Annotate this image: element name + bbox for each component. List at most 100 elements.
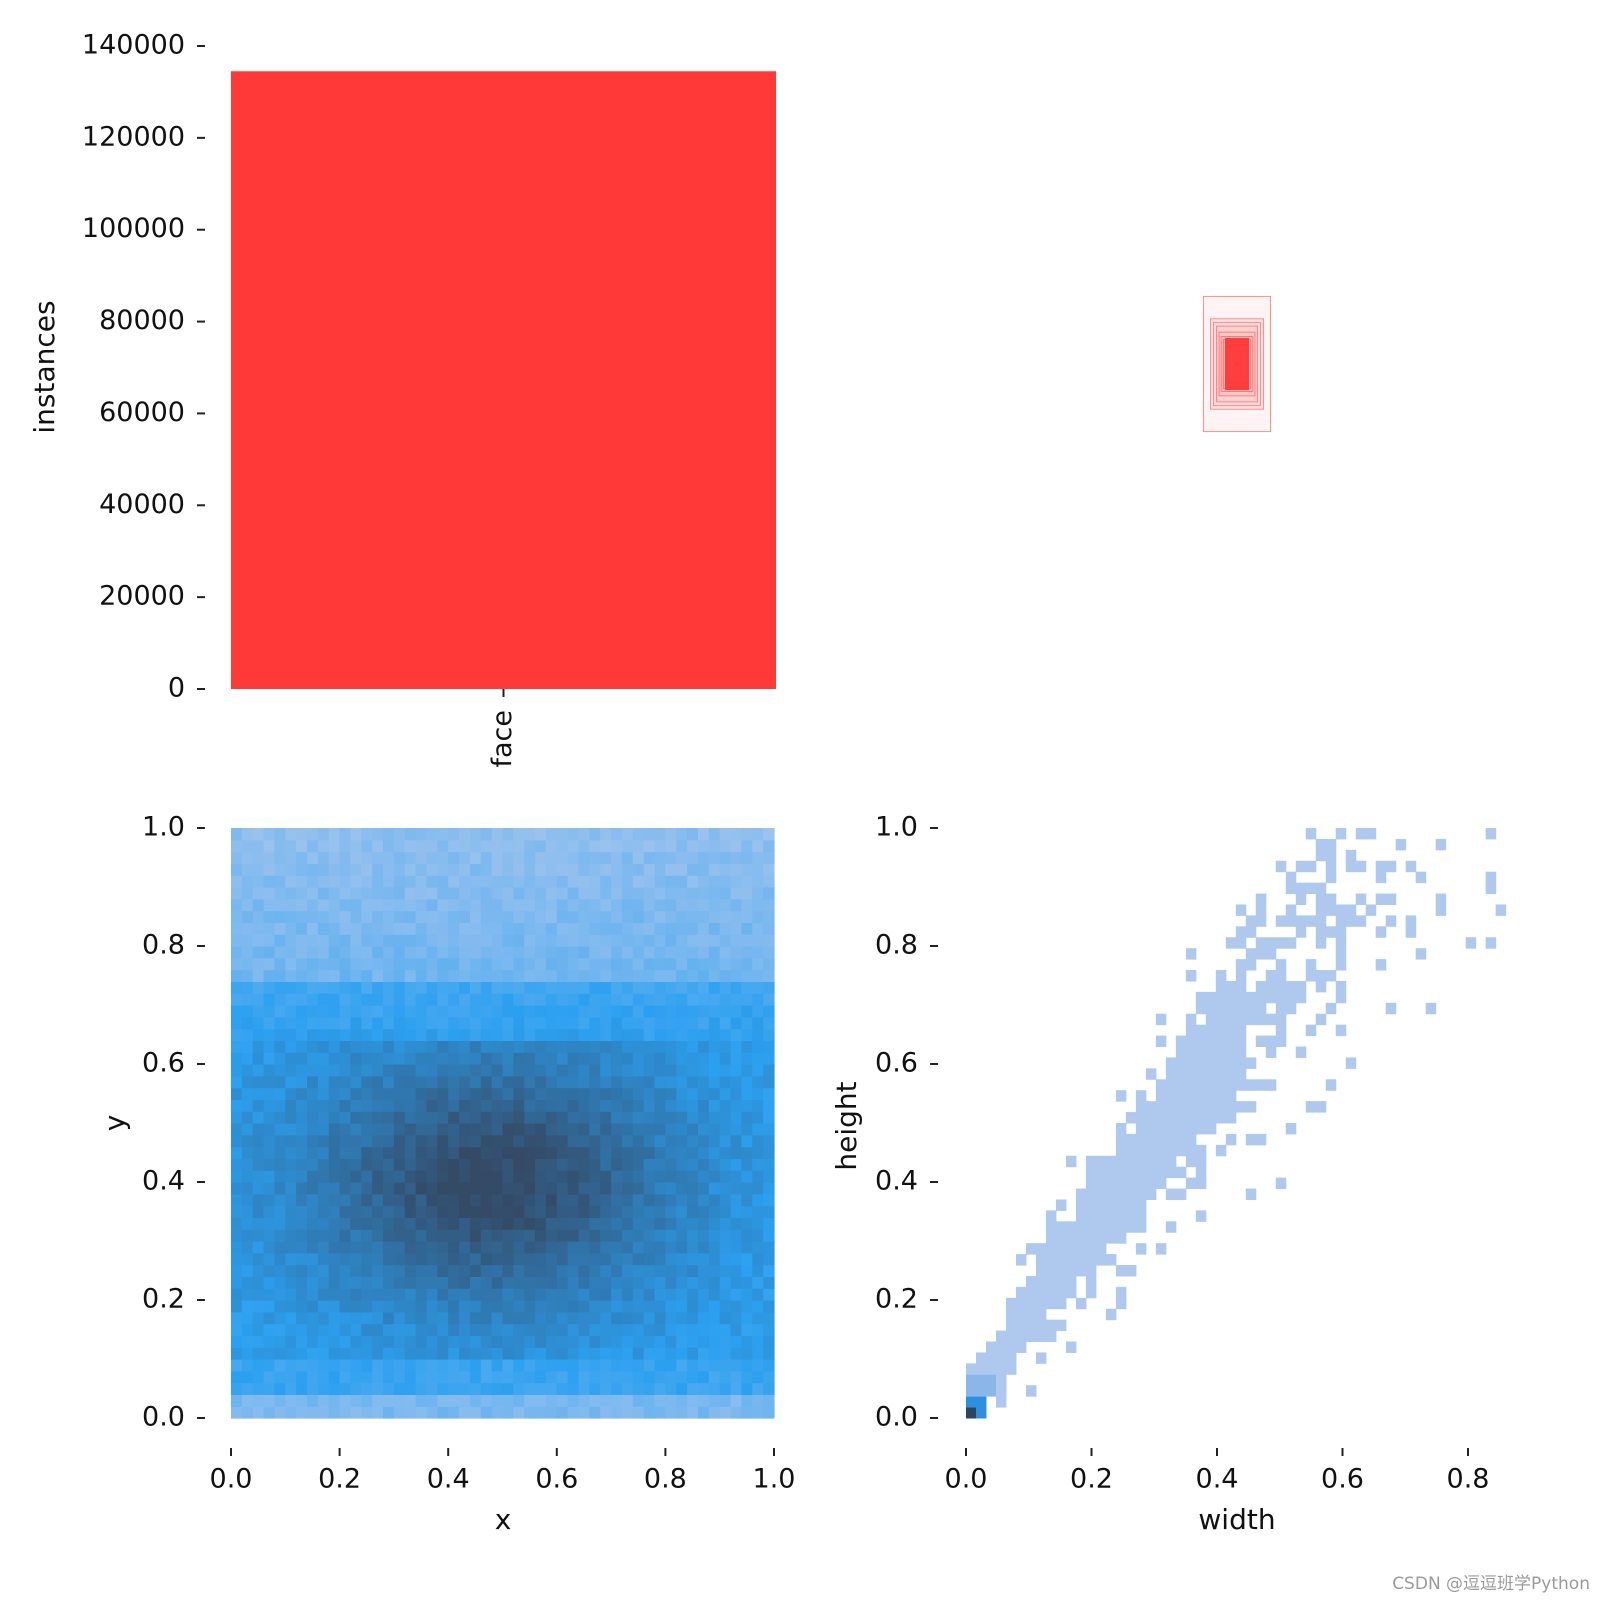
heat-cell	[589, 946, 601, 959]
heat-cell	[469, 1052, 482, 1065]
heat-cell	[263, 1205, 276, 1218]
heat-cell	[621, 1123, 634, 1136]
heat-cell	[339, 887, 352, 900]
heat-cell	[502, 1370, 514, 1384]
heat-cell	[252, 1005, 265, 1018]
heat-cell	[611, 1005, 623, 1018]
heat-cell	[274, 993, 286, 1006]
box-overlay-plot	[1202, 295, 1272, 433]
heat-cell	[1305, 828, 1317, 840]
heat-cell	[317, 1335, 330, 1348]
heat-cell	[404, 1229, 417, 1242]
heat-cell	[1325, 1079, 1337, 1091]
heat-cell	[654, 1394, 666, 1407]
heat-cell	[296, 1335, 308, 1348]
heat-cell	[241, 993, 254, 1006]
heat-cell	[469, 1134, 482, 1148]
heat-cell	[263, 1359, 276, 1372]
heat-cell	[459, 1123, 471, 1136]
heat-cell	[578, 1111, 590, 1124]
heat-cell	[1235, 980, 1247, 993]
heat-cell	[393, 1182, 406, 1195]
heat-cell	[708, 946, 721, 959]
heat-cell	[502, 969, 514, 982]
heat-cell	[763, 1064, 775, 1077]
heat-cell	[741, 922, 753, 935]
heat-cell	[589, 1347, 601, 1360]
heat-cell	[687, 910, 699, 923]
heat-cell	[361, 1229, 373, 1242]
heat-cell	[545, 1170, 558, 1183]
heat-cell	[296, 981, 308, 994]
heat-cell	[752, 993, 764, 1006]
heat-cell	[350, 1229, 362, 1242]
heat-cell	[328, 969, 341, 982]
heat-cell	[513, 1123, 525, 1136]
heat-cell	[361, 828, 373, 841]
heat-cell	[372, 1028, 384, 1041]
heat-cell	[393, 1052, 406, 1065]
heat-cell	[426, 981, 438, 994]
heat-cell	[1295, 860, 1307, 873]
heat-cell	[459, 1028, 471, 1041]
heat-cell	[1095, 1199, 1107, 1211]
heat-cell	[676, 969, 688, 982]
heat-cell	[600, 981, 612, 994]
heat-cell	[567, 1123, 580, 1136]
heat-cell	[556, 1300, 569, 1313]
heat-cell	[263, 1370, 276, 1384]
heat-cell	[676, 1252, 688, 1266]
heat-cell	[361, 1158, 373, 1171]
heat-cell	[372, 1182, 384, 1195]
heat-cell	[263, 957, 276, 971]
heat-cell	[1055, 1297, 1067, 1310]
heat-cell	[252, 922, 265, 935]
heat-cell	[665, 1146, 677, 1159]
heat-cell	[459, 934, 471, 947]
heat-cell	[437, 1406, 449, 1419]
heat-cell	[339, 993, 352, 1006]
heat-cell	[469, 839, 482, 853]
heat-cell	[719, 1158, 732, 1171]
heat-cell	[556, 1335, 569, 1348]
heat-cell	[611, 828, 623, 841]
heat-cell	[578, 910, 590, 923]
heat-cell	[719, 910, 732, 923]
heat-cell	[372, 1075, 384, 1089]
heat-cell	[502, 1217, 514, 1230]
x-tick-label: 0.4	[1196, 1464, 1239, 1495]
heat-cell	[426, 1241, 438, 1254]
heat-cell	[719, 1170, 732, 1183]
heat-cell	[665, 1170, 677, 1183]
heat-cell	[296, 1288, 308, 1301]
heat-cell	[589, 1075, 601, 1089]
heat-cell	[632, 1406, 645, 1419]
heat-cell	[1335, 926, 1347, 938]
heat-cell	[252, 1028, 265, 1041]
heat-cell	[687, 1158, 699, 1171]
heat-cell	[263, 1075, 276, 1089]
x-tick-label: face	[487, 710, 518, 768]
heat-cell	[1255, 1035, 1267, 1048]
heat-cell	[578, 1382, 590, 1395]
heat-cell	[632, 1347, 645, 1360]
heat-cell	[697, 1288, 710, 1301]
heat-cell	[317, 981, 330, 994]
heat-cell	[1295, 893, 1307, 905]
heat-cell	[480, 1134, 493, 1148]
heat-cell	[383, 1028, 395, 1041]
heat-cell	[307, 851, 319, 864]
heat-cell	[611, 839, 623, 853]
heat-cell	[437, 863, 449, 876]
heat-cell	[513, 839, 525, 853]
heat-cell	[252, 839, 265, 853]
heat-cell	[285, 1311, 297, 1325]
heat-cell	[339, 1123, 352, 1136]
heat-cell	[328, 887, 341, 900]
heat-cell	[654, 1028, 666, 1041]
heat-cell	[1085, 1254, 1097, 1266]
heat-cell	[1135, 1221, 1147, 1233]
heat-cell	[1165, 1133, 1177, 1146]
heat-cell	[480, 828, 493, 841]
heat-cell	[307, 875, 319, 888]
